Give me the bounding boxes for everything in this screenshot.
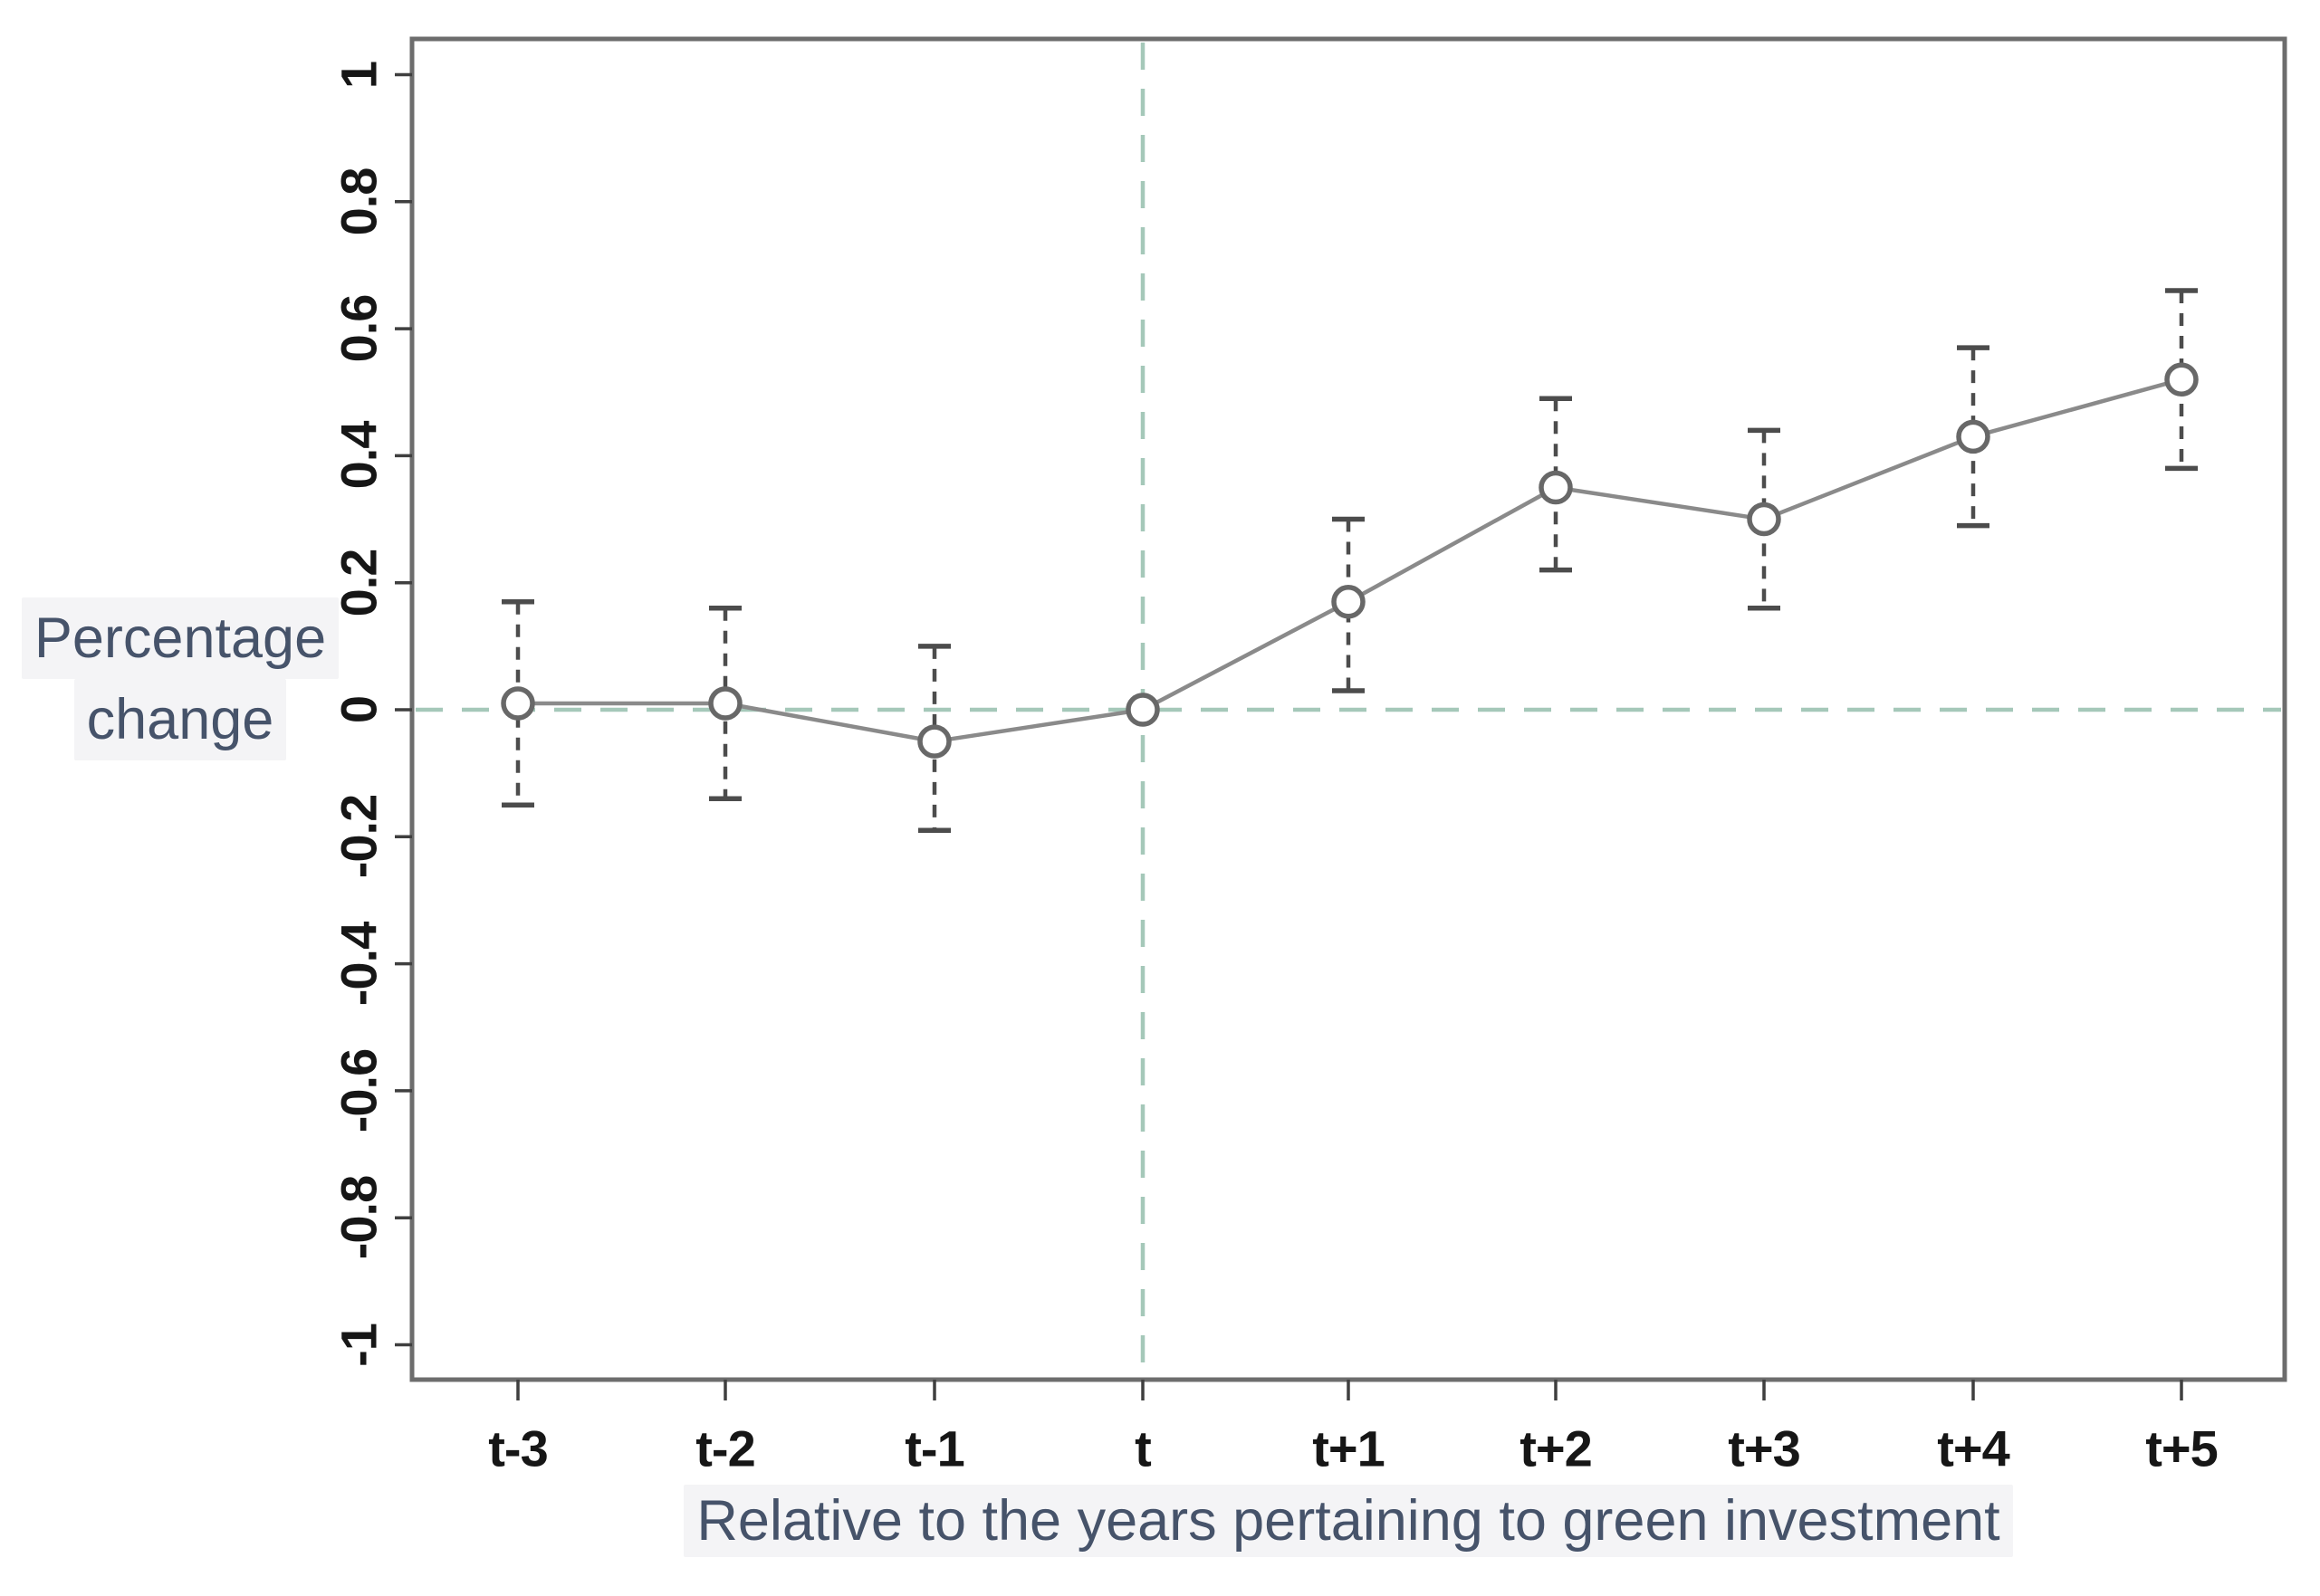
data-point-marker xyxy=(2164,362,2199,397)
data-point-marker xyxy=(1539,470,1573,505)
data-point-marker xyxy=(1747,502,1781,537)
y-axis-title-line2: change xyxy=(73,679,287,760)
y-axis-title: Percentage change xyxy=(4,597,357,760)
x-axis-title-text: Relative to the years pertaining to gree… xyxy=(684,1485,2013,1557)
x-axis-title: Relative to the years pertaining to gree… xyxy=(412,1485,2285,1557)
data-point-markers xyxy=(501,362,2199,759)
data-point-marker xyxy=(1331,584,1366,619)
data-point-marker xyxy=(917,724,952,759)
data-point-marker xyxy=(1126,693,1160,727)
error-bars xyxy=(502,288,2198,834)
data-point-marker xyxy=(708,686,743,721)
data-point-marker xyxy=(501,686,535,721)
tick-marks xyxy=(395,72,2183,1400)
y-axis-title-line1: Percentage xyxy=(21,597,340,679)
data-point-marker xyxy=(1956,419,1990,454)
